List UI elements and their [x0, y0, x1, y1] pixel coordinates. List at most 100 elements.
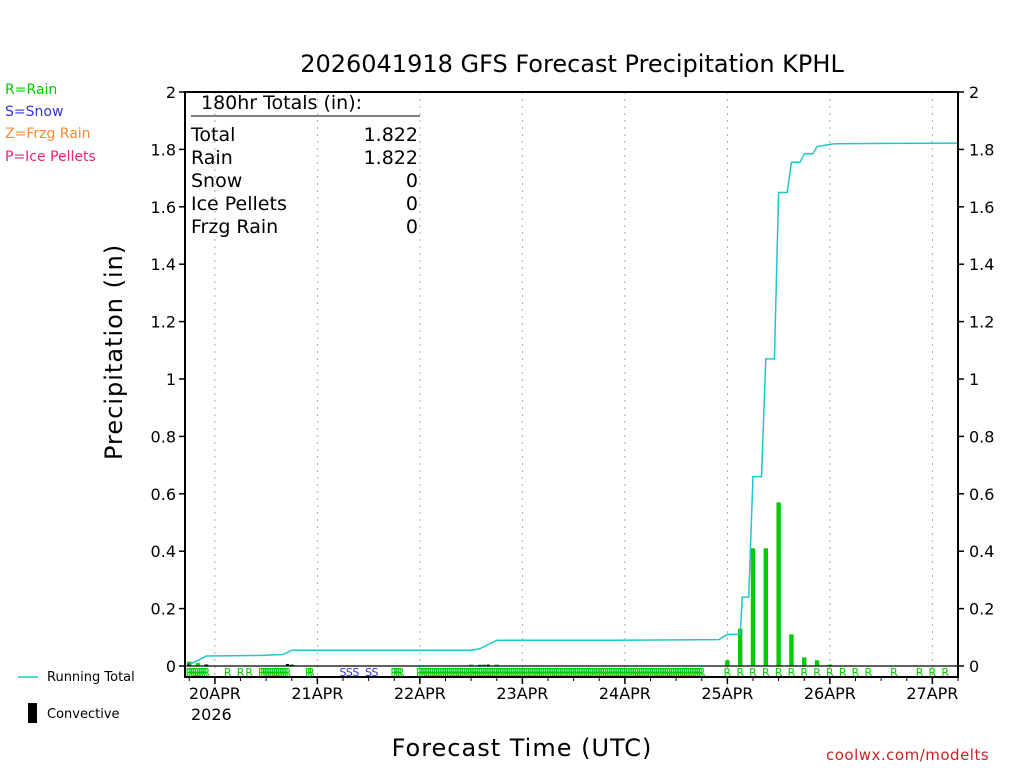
- ptype-marker: R: [672, 666, 680, 679]
- ptype-marker: R: [651, 666, 659, 679]
- ptype-marker: R: [645, 666, 653, 679]
- y-tick-label-right: 1.8: [969, 140, 994, 159]
- ptype-marker: R: [284, 666, 292, 679]
- totals-value-rain: 1.822: [363, 147, 418, 169]
- ptype-marker: R: [555, 666, 563, 679]
- y-tick-label-left: 0.6: [151, 485, 176, 504]
- y-tick-label-left: 1.8: [151, 140, 176, 159]
- ptype-marker: R: [687, 666, 695, 679]
- ptype-marker: R: [621, 666, 629, 679]
- ptype-marker: R: [677, 666, 685, 679]
- ptype-marker: R: [762, 666, 770, 679]
- ptype-marker: R: [427, 666, 435, 679]
- ptype-marker: R: [267, 666, 275, 679]
- ptype-marker: R: [200, 666, 208, 679]
- ptype-marker: S: [365, 666, 372, 679]
- y-tick-label-right: 0.4: [969, 542, 994, 561]
- y-tick-label-left: 0: [166, 657, 176, 676]
- y-tick-label-right: 1: [969, 370, 979, 389]
- y-tick-label-left: 1: [166, 370, 176, 389]
- ptype-marker: R: [689, 666, 697, 679]
- ptype-marker: R: [544, 666, 552, 679]
- ptype-marker: R: [647, 666, 655, 679]
- legend-rain: R=Rain: [5, 82, 58, 98]
- ptype-marker: R: [480, 666, 488, 679]
- ptype-marker: R: [649, 666, 657, 679]
- totals-value-ice-pellets: 0: [405, 193, 418, 215]
- ptype-marker: R: [916, 666, 924, 679]
- ptype-marker: R: [277, 666, 285, 679]
- ptype-marker: R: [632, 666, 640, 679]
- ptype-marker: R: [527, 666, 535, 679]
- ptype-marker: R: [563, 666, 571, 679]
- y-tick-label-left: 1.6: [151, 198, 176, 217]
- ptype-marker: R: [561, 666, 569, 679]
- ptype-marker: R: [548, 666, 556, 679]
- ptype-marker: R: [534, 666, 542, 679]
- x-tick-label: 23APR: [496, 684, 548, 703]
- ptype-marker: R: [542, 666, 550, 679]
- ptype-marker: R: [224, 666, 232, 679]
- ptype-marker: R: [523, 666, 531, 679]
- ptype-marker: R: [203, 666, 211, 679]
- ptype-marker: R: [508, 666, 516, 679]
- ptype-marker: R: [724, 666, 732, 679]
- x-tick-label: 22APR: [394, 684, 446, 703]
- legend-running-total: Running Total: [47, 670, 135, 685]
- y-tick-label-left: 0.8: [151, 427, 176, 446]
- precip-bar: [802, 657, 807, 666]
- plot-frame: [184, 91, 959, 678]
- ptype-marker: R: [472, 666, 480, 679]
- x-tick-label: 21APR: [291, 684, 343, 703]
- y-tick-label-right: 2: [969, 83, 979, 102]
- ptype-marker: R: [506, 666, 514, 679]
- ptype-marker: R: [459, 666, 467, 679]
- ptype-marker: R: [465, 666, 473, 679]
- ptype-marker: R: [450, 666, 458, 679]
- ptype-marker: R: [619, 666, 627, 679]
- ptype-marker: R: [681, 666, 689, 679]
- precip-bar: [468, 664, 474, 666]
- ptype-marker: R: [425, 666, 433, 679]
- chart-title: 2026041918 GFS Forecast Precipitation KP…: [300, 50, 844, 78]
- y-tick-label-right: 0.8: [969, 427, 994, 446]
- ptype-marker: S: [352, 666, 359, 679]
- ptype-marker: R: [435, 666, 443, 679]
- y-tick-label-left: 1.4: [151, 255, 176, 274]
- ptype-marker: R: [568, 666, 576, 679]
- ptype-marker: R: [655, 666, 663, 679]
- ptype-marker: R: [610, 666, 618, 679]
- convective-legend-swatch: [28, 703, 37, 723]
- ptype-marker: R: [634, 666, 642, 679]
- y-tick-label-right: 0.6: [969, 485, 994, 504]
- ptype-marker: R: [890, 666, 898, 679]
- ptype-marker: R: [613, 666, 621, 679]
- ptype-marker: R: [461, 666, 469, 679]
- ptype-marker: R: [775, 666, 783, 679]
- ptype-marker: R: [696, 666, 704, 679]
- precip-bar: [195, 663, 201, 666]
- ptype-marker: R: [604, 666, 612, 679]
- ptype-marker: R: [698, 666, 706, 679]
- precip-bar: [814, 660, 820, 666]
- ptype-marker: R: [574, 666, 582, 679]
- ptype-marker: R: [625, 666, 633, 679]
- ptype-marker: R: [531, 666, 539, 679]
- ptype-marker: R: [273, 666, 281, 679]
- ptype-marker: R: [499, 666, 507, 679]
- ptype-marker: R: [504, 666, 512, 679]
- ptype-marker: R: [444, 666, 452, 679]
- ptype-marker: R: [279, 666, 287, 679]
- ptype-marker: R: [583, 666, 591, 679]
- ptype-marker: R: [510, 666, 518, 679]
- ptype-marker: R: [482, 666, 490, 679]
- convective-bar: [204, 664, 208, 666]
- precip-bar: [776, 502, 781, 666]
- y-tick-label-left: 1.2: [151, 313, 176, 332]
- ptype-marker: R: [929, 666, 937, 679]
- ptype-marker: R: [852, 666, 860, 679]
- x-tick-label: 20APR: [189, 684, 241, 703]
- ptype-marker: R: [497, 666, 505, 679]
- ptype-marker: R: [593, 666, 601, 679]
- ptype-marker: R: [630, 666, 638, 679]
